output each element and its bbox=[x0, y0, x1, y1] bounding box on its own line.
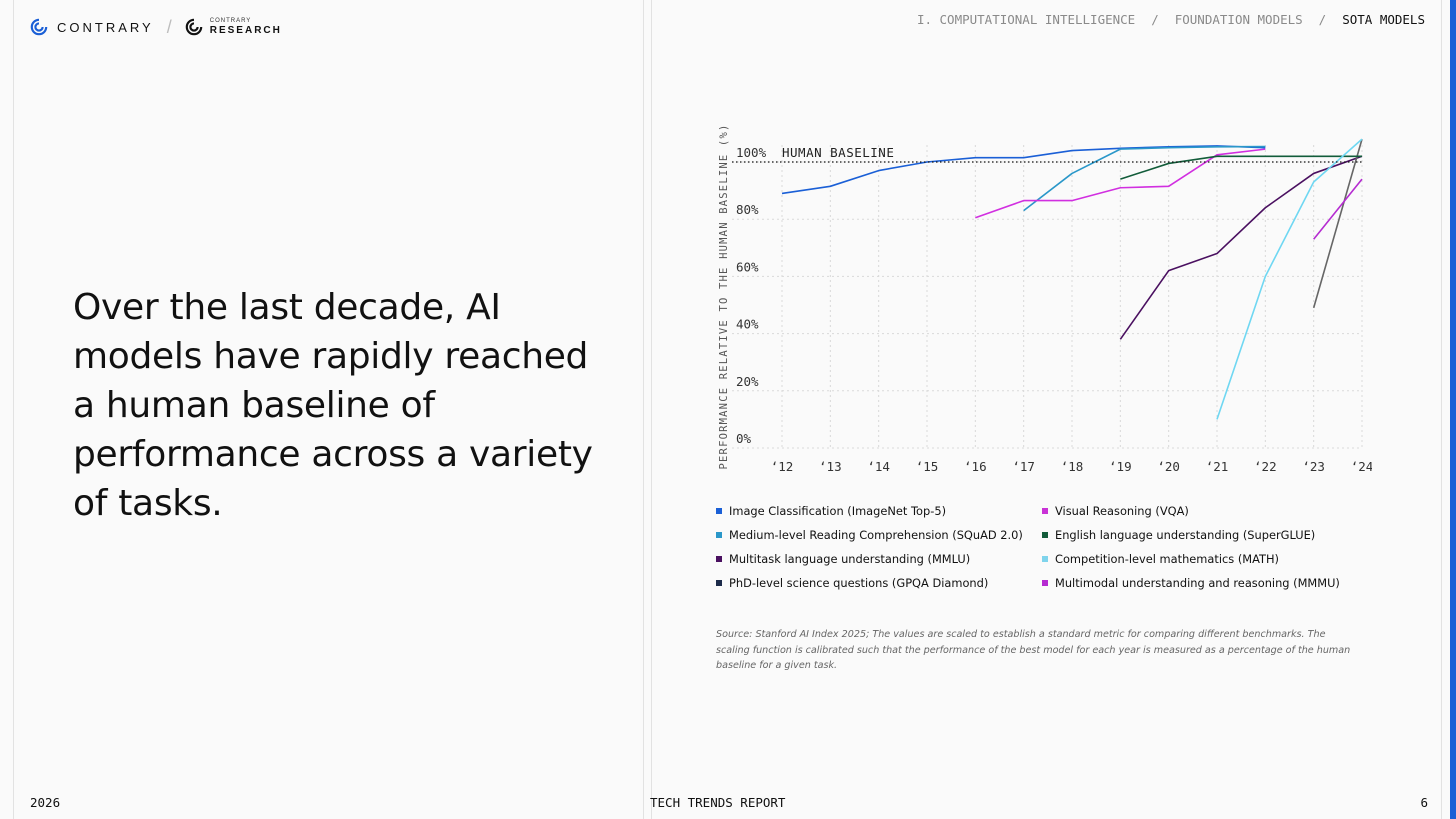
center-divider-right bbox=[651, 0, 652, 819]
chart-legend: Image Classification (ImageNet Top-5) Vis… bbox=[716, 504, 1376, 590]
legend-swatch bbox=[1042, 556, 1048, 562]
brand-name: CONTRARY bbox=[57, 20, 154, 35]
legend-label: PhD-level science questions (GPQA Diamon… bbox=[729, 576, 988, 590]
series-line-6 bbox=[1217, 139, 1362, 419]
x-tick-label: ‘13 bbox=[819, 459, 842, 474]
legend-item: Multitask language understanding (MMLU) bbox=[716, 552, 1042, 566]
legend-item: Medium-level Reading Comprehension (SQuA… bbox=[716, 528, 1042, 542]
legend-item: English language understanding (SuperGLU… bbox=[1042, 528, 1372, 542]
brand-divider: / bbox=[167, 17, 172, 38]
series-line-7 bbox=[1314, 179, 1362, 239]
breadcrumb-item-foundation-models[interactable]: FOUNDATION MODELS bbox=[1175, 12, 1303, 27]
legend-label: Image Classification (ImageNet Top-5) bbox=[729, 504, 946, 518]
x-tick-label: ‘21 bbox=[1206, 459, 1229, 474]
y-tick-label: 100% bbox=[736, 145, 767, 160]
breadcrumb-item-sota-models[interactable]: SOTA MODELS bbox=[1342, 12, 1425, 27]
legend-label: Medium-level Reading Comprehension (SQuA… bbox=[729, 528, 1023, 542]
legend-swatch bbox=[1042, 580, 1048, 586]
brand-sub-top: CONTRARY bbox=[210, 18, 282, 24]
contrary-research-logo-icon bbox=[185, 18, 203, 36]
y-tick-label: 80% bbox=[736, 202, 759, 217]
y-tick-label: 20% bbox=[736, 374, 759, 389]
footer-page-number: 6 bbox=[1420, 795, 1428, 810]
x-tick-label: ‘20 bbox=[1157, 459, 1180, 474]
source-note: Source: Stanford AI Index 2025; The valu… bbox=[716, 627, 1356, 674]
legend-swatch bbox=[716, 556, 722, 562]
breadcrumb-separator: / bbox=[1319, 12, 1327, 27]
y-tick-label: 60% bbox=[736, 259, 759, 274]
legend-item: Competition-level mathematics (MATH) bbox=[1042, 552, 1372, 566]
footer-year: 2026 bbox=[30, 795, 60, 810]
page-headline: Over the last decade, AI models have rap… bbox=[73, 283, 593, 528]
legend-label: Multimodal understanding and reasoning (… bbox=[1055, 576, 1340, 590]
legend-item: Image Classification (ImageNet Top-5) bbox=[716, 504, 1042, 518]
legend-item: Multimodal understanding and reasoning (… bbox=[1042, 576, 1372, 590]
human-baseline-label: HUMAN BASELINE bbox=[782, 145, 894, 160]
legend-label: Visual Reasoning (VQA) bbox=[1055, 504, 1189, 518]
legend-item: PhD-level science questions (GPQA Diamon… bbox=[716, 576, 1042, 590]
left-margin-line bbox=[13, 0, 14, 819]
center-divider-left bbox=[643, 0, 644, 819]
series-line-2 bbox=[1120, 156, 1362, 339]
x-tick-label: ‘16 bbox=[964, 459, 987, 474]
legend-label: Competition-level mathematics (MATH) bbox=[1055, 552, 1279, 566]
brand-sub: CONTRARY RESEARCH bbox=[210, 18, 282, 36]
accent-bar bbox=[1450, 0, 1456, 819]
x-tick-label: ‘22 bbox=[1254, 459, 1277, 474]
series-line-5 bbox=[1120, 156, 1362, 179]
x-tick-label: ‘24 bbox=[1351, 459, 1372, 474]
legend-swatch bbox=[716, 580, 722, 586]
breadcrumb-item-computational-intelligence[interactable]: I. COMPUTATIONAL INTELLIGENCE bbox=[917, 12, 1135, 27]
y-tick-label: 40% bbox=[736, 317, 759, 332]
y-tick-label: 0% bbox=[736, 431, 752, 446]
right-margin-line bbox=[1441, 0, 1442, 819]
legend-label: Multitask language understanding (MMLU) bbox=[729, 552, 970, 566]
x-tick-label: ‘17 bbox=[1012, 459, 1035, 474]
x-tick-label: ‘18 bbox=[1061, 459, 1084, 474]
x-tick-label: ‘14 bbox=[867, 459, 890, 474]
legend-label: English language understanding (SuperGLU… bbox=[1055, 528, 1315, 542]
legend-swatch bbox=[1042, 508, 1048, 514]
legend-swatch bbox=[716, 532, 722, 538]
legend-swatch bbox=[1042, 532, 1048, 538]
x-tick-label: ‘12 bbox=[771, 459, 794, 474]
x-tick-label: ‘23 bbox=[1302, 459, 1325, 474]
performance-line-chart: 0% 20% 40% 60% 80% 100% ‘12 ‘13 ‘14 ‘15 ‘16 ‘17 ‘18 ‘… bbox=[712, 115, 1372, 485]
brand-logo[interactable]: CONTRARY / CONTRARY RESEARCH bbox=[30, 17, 282, 37]
footer-report-title: TECH TRENDS REPORT bbox=[650, 795, 785, 810]
breadcrumb: I. COMPUTATIONAL INTELLIGENCE / FOUNDATI… bbox=[917, 12, 1425, 27]
y-axis-label: PERFORMANCE RELATIVE TO THE HUMAN BASELI… bbox=[718, 124, 730, 470]
series-line-4 bbox=[975, 149, 1265, 218]
contrary-logo-icon bbox=[30, 18, 48, 36]
x-tick-label: ‘15 bbox=[916, 459, 939, 474]
x-tick-label: ‘19 bbox=[1109, 459, 1132, 474]
brand-sub-bottom: RESEARCH bbox=[210, 26, 282, 36]
legend-item: Visual Reasoning (VQA) bbox=[1042, 504, 1372, 518]
breadcrumb-separator: / bbox=[1151, 12, 1159, 27]
legend-swatch bbox=[716, 508, 722, 514]
